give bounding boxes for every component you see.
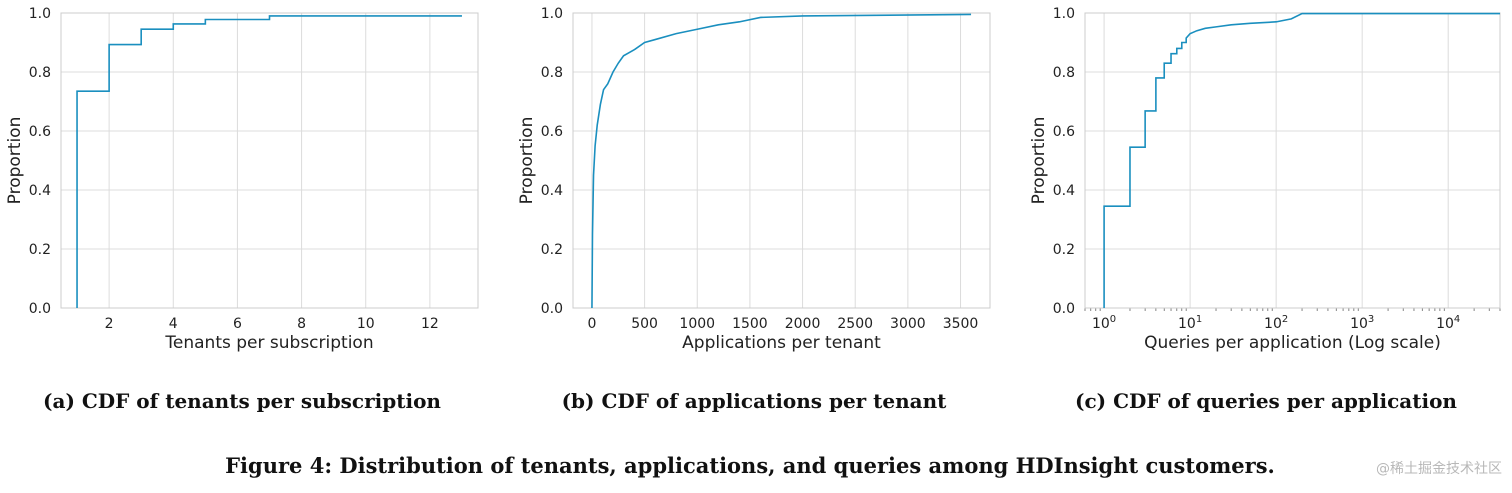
x-tick-label: 103	[1350, 314, 1374, 332]
x-tick-label: 10	[357, 316, 375, 332]
x-tick-label: 2000	[785, 316, 821, 332]
y-tick-label: 1.0	[1053, 6, 1075, 22]
x-tick-label: 6	[233, 316, 242, 332]
figure-caption: Figure 4: Distribution of tenants, appli…	[225, 453, 1275, 478]
x-tick-label: 2	[105, 316, 114, 332]
subcaption-c: (c) CDF of queries per application	[1075, 389, 1457, 413]
y-tick-label: 1.0	[29, 6, 51, 22]
x-tick-label: 102	[1264, 314, 1288, 332]
y-tick-label: 0.6	[1053, 124, 1075, 140]
x-tick-label: 2500	[837, 316, 873, 332]
x-tick-label: 0	[587, 316, 596, 332]
y-axis-label: Proportion	[5, 117, 25, 205]
x-tick-label: 1500	[732, 316, 768, 332]
plot-c: 0.0 0.2 0.4 0.6 0.8 1.0 100 101 102 103 104 Queries…	[1024, 0, 1512, 375]
x-tick-label: 100	[1092, 314, 1116, 332]
cdf-line	[591, 13, 972, 309]
subcaption-b: (b) CDF of applications per tenant	[561, 389, 947, 413]
y-tick-label: 0.8	[1053, 65, 1075, 81]
y-tick-label: 1.0	[541, 6, 563, 22]
y-tick-label: 0.8	[541, 65, 563, 81]
x-tick-label: 104	[1436, 314, 1460, 332]
plot-frame	[572, 12, 991, 309]
x-tick-label: 1000	[679, 316, 715, 332]
plot-frame	[60, 12, 479, 309]
plot-a: 0.0 0.2 0.4 0.6 0.8 1.0 2 4 6 8 10 12 Tenants per su…	[0, 0, 490, 375]
x-tick-label: 8	[297, 316, 306, 332]
x-tick-label: 4	[169, 316, 178, 332]
watermark: @稀土掘金技术社区	[1376, 461, 1502, 477]
y-tick-label: 0.0	[541, 301, 563, 317]
x-tick-label: 12	[421, 316, 439, 332]
subcaption-a: (a) CDF of tenants per subscription	[43, 389, 441, 413]
cdf-line	[76, 15, 462, 308]
plot-b: 0.0 0.2 0.4 0.6 0.8 1.0 0 500 1000 1500 2000 2500 30…	[512, 0, 1002, 375]
x-axis-label: Tenants per subscription	[164, 333, 373, 353]
y-tick-label: 0.4	[541, 183, 563, 199]
y-tick-label: 0.6	[29, 124, 51, 140]
x-tick-label: 3500	[943, 316, 979, 332]
plot-frame	[1084, 12, 1501, 309]
x-axis-label: Applications per tenant	[682, 333, 881, 353]
y-tick-label: 0.4	[29, 183, 51, 199]
x-tick-label: 3000	[890, 316, 926, 332]
y-axis-label: Proportion	[517, 117, 537, 205]
y-tick-label: 0.2	[541, 242, 563, 258]
y-tick-label: 0.6	[541, 124, 563, 140]
y-tick-label: 0.0	[29, 301, 51, 317]
y-tick-label: 0.2	[29, 242, 51, 258]
chart-a-svg: 0.0 0.2 0.4 0.6 0.8 1.0 2 4 6 8 10 12 Tenants per su…	[5, 6, 479, 353]
y-tick-label: 0.0	[1053, 301, 1075, 317]
y-tick-label: 0.4	[1053, 183, 1075, 199]
y-tick-label: 0.2	[1053, 242, 1075, 258]
cdf-line	[1103, 12, 1500, 308]
chart-b-svg: 0.0 0.2 0.4 0.6 0.8 1.0 0 500 1000 1500 2000 2500 30…	[517, 6, 991, 353]
y-tick-label: 0.8	[29, 65, 51, 81]
chart-c-svg: 0.0 0.2 0.4 0.6 0.8 1.0 100 101 102 103 104Queries…	[1029, 6, 1501, 353]
y-axis-label: Proportion	[1029, 117, 1049, 205]
x-tick-label: 101	[1178, 314, 1202, 332]
x-axis-label: Queries per application (Log scale)	[1144, 333, 1441, 353]
x-tick-label: 500	[631, 316, 658, 332]
